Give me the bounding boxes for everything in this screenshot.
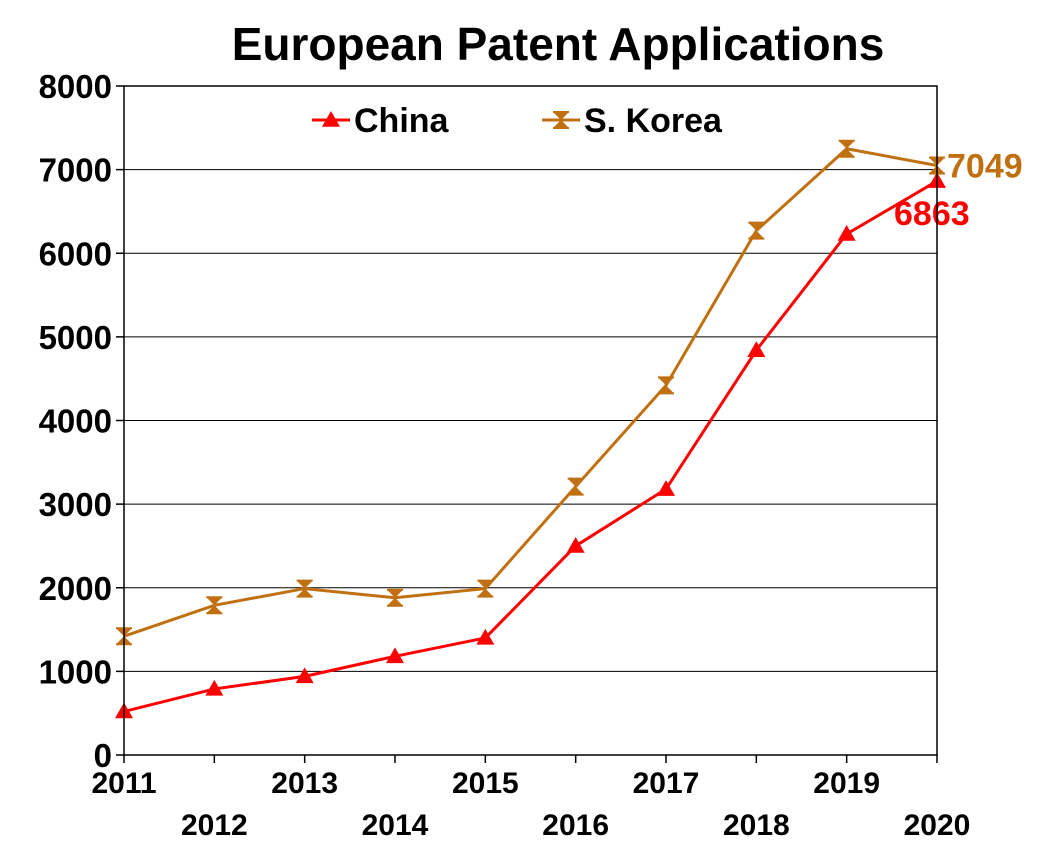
x-tick-label: 2017 — [633, 767, 700, 800]
data-labels: 6863 7049 — [894, 148, 1023, 234]
x-tick-label: 2016 — [542, 809, 609, 842]
series-china — [115, 172, 946, 719]
series-s-korea — [116, 139, 945, 646]
x-tick-label: 2012 — [181, 809, 248, 842]
legend-marker — [322, 111, 340, 127]
series-lines — [115, 139, 946, 719]
data-point-marker — [387, 589, 403, 606]
gridlines — [116, 85, 937, 756]
data-point-marker — [657, 480, 675, 496]
series-line — [123, 179, 938, 713]
data-point-marker — [477, 580, 494, 597]
x-axis-tick-labels: 2011 2012 2013 2014 2015 2016 2017 2018 2019 2020 — [91, 755, 970, 842]
legend-marker — [553, 112, 569, 128]
x-tick-label: 2014 — [362, 809, 429, 842]
chart-title: European Patent Applications — [232, 18, 885, 70]
data-point-marker — [295, 667, 314, 684]
data-point-marker — [205, 679, 224, 696]
data-point-marker — [747, 341, 766, 358]
data-point-marker — [838, 140, 855, 157]
legend-item-s-korea: S. Korea — [542, 102, 723, 140]
x-tick-label: 2019 — [813, 767, 880, 800]
y-tick-label: 5000 — [39, 319, 112, 356]
data-point-marker — [837, 225, 856, 241]
x-tick-label: 2018 — [723, 809, 790, 842]
plot-area-frame — [123, 85, 938, 756]
data-point-marker — [748, 222, 765, 239]
y-tick-label: 7000 — [39, 152, 112, 189]
y-tick-label: 2000 — [39, 570, 112, 607]
y-tick-label: 8000 — [39, 68, 112, 105]
legend: China S. Korea — [312, 102, 723, 140]
data-point-marker — [296, 580, 313, 597]
data-point-marker — [476, 628, 495, 645]
y-tick-label: 1000 — [39, 653, 112, 690]
x-tick-label: 2011 — [91, 767, 156, 800]
data-point-marker — [658, 377, 674, 394]
data-point-marker — [567, 478, 584, 495]
x-tick-label: 2020 — [904, 809, 971, 842]
data-point-marker — [206, 597, 223, 614]
y-axis-tick-labels: 0 1000 2000 3000 4000 5000 6000 7000 8000 — [39, 68, 112, 774]
legend-label: China — [354, 102, 450, 140]
data-point-marker — [566, 536, 585, 553]
y-tick-label: 3000 — [39, 486, 112, 523]
data-label-china: 6863 — [894, 195, 970, 233]
data-label-s-korea: 7049 — [947, 148, 1023, 186]
y-tick-label: 6000 — [39, 235, 112, 272]
legend-label: S. Korea — [584, 102, 723, 140]
y-tick-label: 4000 — [39, 403, 112, 440]
x-tick-label: 2015 — [452, 767, 519, 800]
x-tick-label: 2013 — [271, 767, 338, 800]
series-line — [123, 147, 938, 638]
data-point-marker — [386, 647, 404, 664]
legend-item-china: China — [312, 102, 450, 140]
y-tick-label: 0 — [94, 737, 112, 774]
